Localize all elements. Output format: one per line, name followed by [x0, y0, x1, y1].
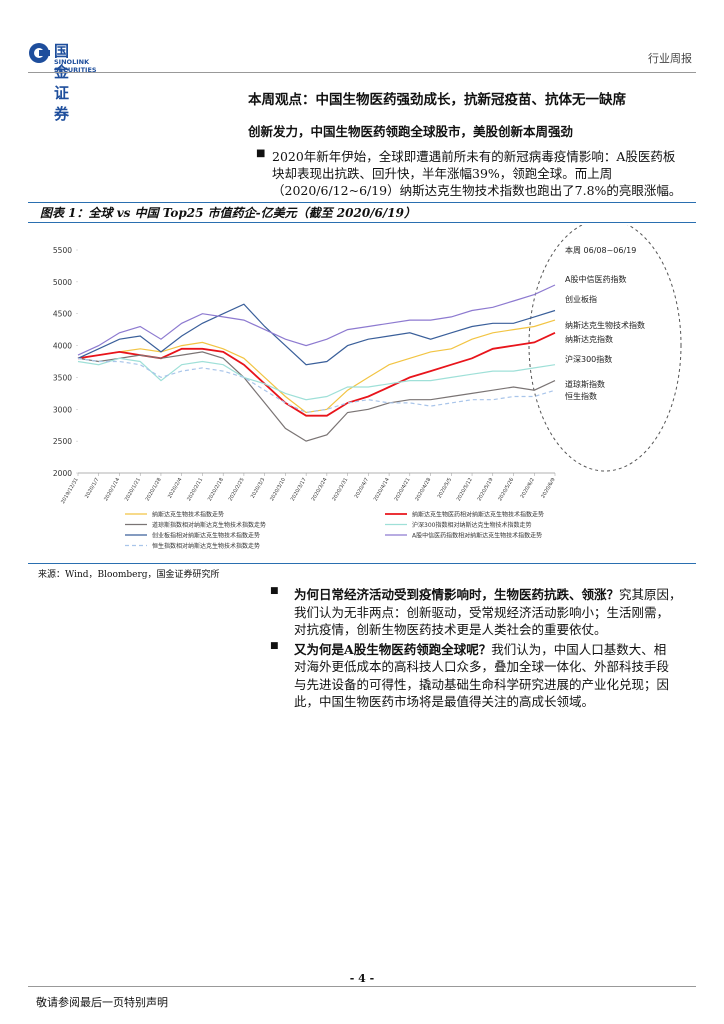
intro-line: （2020/6/12~6/19）纳斯达克生物技术指数也跑出了7.8%的亮眼涨幅。 [272, 183, 682, 198]
y-tick-label: 2500 [53, 437, 72, 446]
bullet-lead: 为何日常经济活动受到疫情影响时，生物医药抗跌、领涨？ [294, 587, 620, 602]
bullet-marker: ■ [270, 586, 279, 596]
logo-cn: 国金证券 [54, 42, 70, 123]
legend-label: A股中信医药指数相对纳斯达克生物技术指数走势 [412, 532, 542, 540]
y-tick-label: 3000 [53, 405, 72, 414]
subheadline: 创新发力，中国生物医药领跑全球股市，美股创新本周强劲 [248, 124, 574, 139]
x-tick-label: 2020/1/21 [124, 477, 142, 502]
bullet-marker: ■ [270, 640, 279, 651]
bullet-text: 我们认为，中国人口基数大、相 [491, 641, 667, 657]
x-tick-label: 2020/3/31 [331, 477, 349, 502]
x-tick-label: 2020/4/14 [373, 477, 391, 502]
x-tick-label: 2020/6/9 [540, 477, 556, 499]
annotation: 纳斯达克生物技术指数 [565, 320, 645, 330]
x-tick-label: 2020/5/19 [476, 477, 494, 502]
figure-rule [28, 563, 696, 564]
x-tick-label: 2020/1/7 [84, 477, 100, 499]
legend-label: 创业板指相对纳斯达克生物技术指数走势 [152, 532, 260, 540]
report-type: 行业周报 [648, 52, 692, 65]
headline: 本周观点：中国生物医药强劲成长，抗新冠疫苗、抗体无一缺席 [248, 92, 626, 108]
page-number: - 4 - [349, 972, 375, 985]
legend-label: 恒生指数相对纳斯达克生物技术指数走势 [152, 542, 260, 550]
x-tick-label: 2020/3/24 [311, 477, 329, 502]
x-tick-label: 2020/5/5 [437, 477, 453, 499]
bullet-line: 对抗疫情，创新生物医药技术更是人类社会的重要依仗。 [294, 621, 607, 638]
logo-icon [29, 43, 50, 63]
x-tick-label: 2020/4/7 [354, 477, 370, 499]
series-line [77, 357, 556, 401]
x-tick-label: 2020/5/26 [497, 477, 515, 502]
figure-title-bar: 图表 1：全球 vs 中国 Top25 市值药企-亿美元（截至 2020/6/1… [28, 202, 696, 223]
annotation: 恒生指数 [565, 391, 597, 401]
intro-line: 2020年新年伊始，全球即遭遇前所未有的新冠病毒疫情影响：A股医药板 [272, 149, 676, 164]
highlight-ellipse [528, 225, 682, 472]
chart: 2000 2500 3000 3500 4000 4500 5000 5500 2019/12/… [53, 225, 682, 550]
legend-label: 纳斯达克生物医药相对纳斯达克生物技术指数走势 [412, 511, 544, 519]
x-tick-label: 2020/2/11 [186, 477, 204, 502]
bullet-line: 与先进设备的可得性，撬动基础生命科学研究进展的产业化兑现；因 [294, 676, 669, 693]
x-tick-label: 2020/2/4 [167, 477, 183, 499]
series-line [77, 331, 556, 417]
annotation: 道琼斯指数 [565, 379, 605, 389]
bullet-line: 此，中国生物医药市场将是最值得关注的高成长领域。 [294, 693, 594, 710]
legend-label: 道琼斯指数相对纳斯达克生物技术指数走势 [152, 521, 266, 529]
intro-line: 块却表现出抗跌、回升快，半年涨幅39%，领跑全球。而上周 [272, 166, 613, 181]
x-tick-label: 2020/3/17 [290, 477, 308, 502]
x-tick-label: 2020/3/10 [269, 477, 287, 502]
bullet-text: 对海外更低成本的高科技人口众多，叠加全球一体化、外部科技手段 [294, 659, 670, 674]
logo-en: SINOLINK SECURITIES [54, 58, 97, 74]
x-tick-label: 2020/4/28 [414, 477, 432, 502]
bullet-marker: ■ [256, 148, 266, 159]
intro-paragraph: 2020年新年伊始，全球即遭遇前所未有的新冠病毒疫情影响：A股医药板 块却表现出抗… [272, 148, 681, 199]
annotation: A股中信医药指数 [565, 274, 626, 284]
x-tick-label: 2020/5/12 [456, 477, 474, 502]
bullet-lead: 又为何是A股生物医药领跑全球呢？ [294, 641, 492, 657]
x-tick-label: 2020/2/25 [228, 477, 246, 502]
series-line [77, 284, 556, 356]
annotation: 纳斯达克指数 [565, 334, 613, 344]
y-tick-label: 5000 [53, 278, 72, 287]
legend-label: 纳斯达克生物技术指数走势 [152, 511, 224, 519]
legend-label: 沪深300指数相对纳斯达克生物技术指数走势 [412, 521, 531, 529]
x-tick-label: 2020/4/21 [394, 477, 412, 502]
x-tick-label: 2020/1/28 [145, 477, 163, 502]
bullet-text: 究其原因， [619, 587, 682, 602]
series-line [77, 357, 556, 414]
disclaimer: 敬请参阅最后一页特别声明 [36, 996, 168, 1009]
series-line [77, 351, 556, 442]
series-line [77, 303, 556, 366]
x-tick-label: 2019/12/31 [60, 477, 80, 505]
x-tick-label: 2020/3/3 [250, 477, 266, 499]
bullet-line: 我们认为无非两点：创新驱动，受常规经济活动影响小；生活刚需， [294, 604, 669, 621]
x-tick-label: 2020/2/18 [207, 477, 225, 502]
y-tick-label: 3500 [53, 373, 72, 382]
y-tick-label: 2000 [53, 469, 72, 478]
bullet-line: 为何日常经济活动受到疫情影响时，生物医药抗跌、领涨？究其原因， [294, 586, 682, 603]
bullet-text: 与先进设备的可得性，撬动基础生命科学研究进展的产业化兑现；因 [294, 676, 670, 692]
figure-source: 来源：Wind，Bloomberg，国金证券研究所 [38, 570, 220, 580]
bullet-line: 又为何是A股生物医药领跑全球呢？我们认为，中国人口基数大、相 [294, 641, 666, 658]
bullet-text: 对抗疫情，创新生物医药技术更是人类社会的重要依仗。 [294, 622, 607, 637]
y-tick-label: 4000 [53, 342, 72, 351]
annotation: 本周 06/08~06/19 [565, 245, 636, 255]
bullet-text: 我们认为无非两点：创新驱动，受常规经济活动影响小；生活刚需， [294, 604, 670, 620]
annotation: 创业板指 [565, 294, 597, 304]
annotation: 沪深300指数 [565, 354, 612, 364]
bullet-line: 对海外更低成本的高科技人口众多，叠加全球一体化、外部科技手段 [294, 658, 669, 675]
footer-rule [28, 986, 696, 987]
y-tick-label: 4500 [53, 310, 72, 319]
figure-title: 图表 1：全球 vs 中国 Top25 市值药企-亿美元（截至 2020/6/1… [40, 206, 416, 220]
bullet-text: 此，中国生物医药市场将是最值得关注的高成长领域。 [294, 694, 595, 709]
header-rule [28, 72, 696, 73]
y-tick-label: 5500 [53, 246, 72, 255]
x-tick-label: 2020/1/14 [103, 477, 121, 502]
x-tick-label: 2020/6/2 [520, 477, 536, 499]
